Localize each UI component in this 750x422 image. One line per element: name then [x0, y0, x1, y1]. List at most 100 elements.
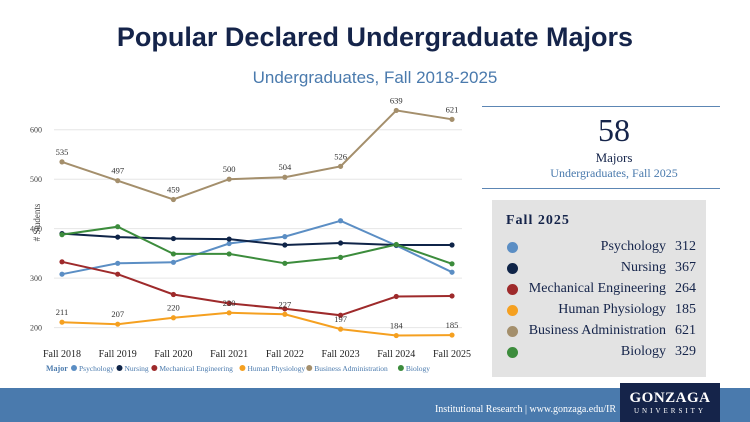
legend-marker	[397, 365, 404, 371]
series-line	[61, 260, 453, 317]
row-value: 329	[675, 344, 696, 359]
data-point	[59, 232, 65, 238]
legend-entry: Human Physiology	[247, 364, 305, 373]
series-line	[61, 232, 452, 247]
data-point	[393, 293, 399, 300]
row-value: 185	[675, 302, 696, 317]
data-point	[449, 261, 455, 267]
legend-title: Major	[46, 364, 68, 373]
data-point	[449, 242, 455, 248]
axes: 200 300 400 500 600 # Students Fall 2018 Fall 2…	[30, 126, 471, 360]
data-point	[170, 315, 177, 321]
row-name: Psychology	[600, 239, 666, 254]
data-point	[337, 218, 344, 224]
legend-entry: Mechanical Engineering	[159, 364, 233, 373]
data-point	[282, 260, 288, 266]
x-tick-label: Fall 2025	[433, 349, 471, 360]
data-label: 197	[334, 314, 347, 324]
x-tick-label: Fall 2018	[43, 349, 81, 360]
legend-marker	[151, 365, 158, 371]
x-tick-label: Fall 2023	[322, 349, 360, 360]
kpi-bottom-rule	[482, 188, 720, 189]
legend-marker	[306, 365, 313, 371]
psychology-dot-icon	[507, 242, 518, 253]
row-name: Nursing	[620, 260, 666, 275]
legend-entry: Business Administration	[314, 364, 388, 373]
data-point	[449, 116, 455, 122]
legend-entry: Biology	[406, 364, 430, 373]
data-point	[115, 224, 121, 230]
row-value: 367	[675, 260, 696, 275]
data-label: 207	[111, 309, 124, 319]
panel-row-psychology: Psychology 312	[492, 238, 706, 258]
x-tick-label: Fall 2020	[154, 349, 192, 360]
data-point	[282, 234, 288, 240]
data-point	[337, 254, 344, 260]
panel-row-nursing: Nursing 367	[492, 259, 706, 279]
data-point	[393, 332, 399, 339]
nursing-dot-icon	[507, 263, 518, 274]
gonzaga-logo: GONZAGA UNIVERSITY	[620, 383, 720, 422]
data-point	[59, 319, 65, 325]
data-point	[226, 176, 232, 182]
majors-label: Majors	[595, 150, 633, 165]
data-point	[337, 240, 344, 246]
data-point	[226, 236, 232, 242]
human-physiology-dot-icon	[507, 305, 518, 316]
data-point	[59, 159, 65, 165]
fall-2025-panel: Fall 2025 Psychology 312 Nursing 367 Mec…	[492, 200, 706, 377]
row-name: Mechanical Engineering	[528, 281, 666, 296]
data-point	[226, 251, 232, 257]
row-name: Business Administration	[528, 323, 666, 338]
x-tick-label: Fall 2024	[377, 349, 415, 360]
row-value: 312	[675, 239, 696, 254]
series-line	[61, 311, 453, 337]
data-label: 497	[111, 166, 124, 176]
y-tick-label: 400	[30, 225, 42, 234]
majors-count: 58	[598, 112, 630, 148]
data-point	[282, 306, 288, 312]
legend-marker	[239, 365, 246, 371]
y-tick-label: 300	[30, 274, 42, 283]
data-point	[449, 269, 455, 275]
data-point	[115, 271, 121, 277]
row-value: 621	[675, 323, 696, 338]
data-point	[393, 241, 399, 248]
logo-wordmark: GONZAGA	[629, 390, 711, 406]
data-point	[115, 178, 121, 184]
data-point	[337, 326, 344, 332]
data-labels: 211 207 220 230 227 197 184 185 535 497 459 500 504 5…	[56, 95, 459, 330]
data-point	[170, 259, 177, 265]
y-tick-label: 500	[30, 175, 42, 184]
data-label: 639	[390, 95, 403, 105]
biology-dot-icon	[507, 347, 518, 358]
series-line	[61, 109, 453, 201]
x-tick-label: Fall 2022	[266, 349, 304, 360]
data-point	[226, 240, 232, 247]
data-label: 504	[278, 162, 292, 172]
data-point	[282, 174, 288, 180]
data-point	[282, 311, 288, 317]
x-tick-label: Fall 2019	[99, 349, 137, 360]
panel-row-mechanical-engineering: Mechanical Engineering 264	[492, 280, 706, 300]
data-label: 220	[167, 303, 180, 313]
data-point	[59, 271, 65, 277]
data-point	[115, 234, 121, 240]
data-label: 230	[223, 298, 236, 308]
series-line	[61, 219, 453, 276]
legend-marker	[116, 365, 123, 371]
data-point	[393, 107, 399, 114]
page-title: Popular Declared Undergraduate Majors	[116, 22, 634, 52]
majors-sublabel: Undergraduates, Fall 2025	[550, 166, 678, 180]
data-label: 500	[223, 164, 236, 174]
logo-subtext: UNIVERSITY	[634, 407, 706, 415]
mechanical-engineering-dot-icon	[507, 284, 518, 295]
row-value: 264	[675, 281, 696, 296]
legend-entry: Psychology	[79, 364, 114, 373]
line-chart: 200 300 400 500 600 # Students Fall 2018 Fall 2…	[30, 95, 471, 373]
data-point	[115, 260, 121, 266]
data-point	[59, 259, 65, 265]
business-administration-dot-icon	[507, 326, 518, 337]
data-label: 535	[56, 147, 69, 157]
footer-credit: Institutional Research | www.gonzaga.edu…	[434, 404, 616, 415]
